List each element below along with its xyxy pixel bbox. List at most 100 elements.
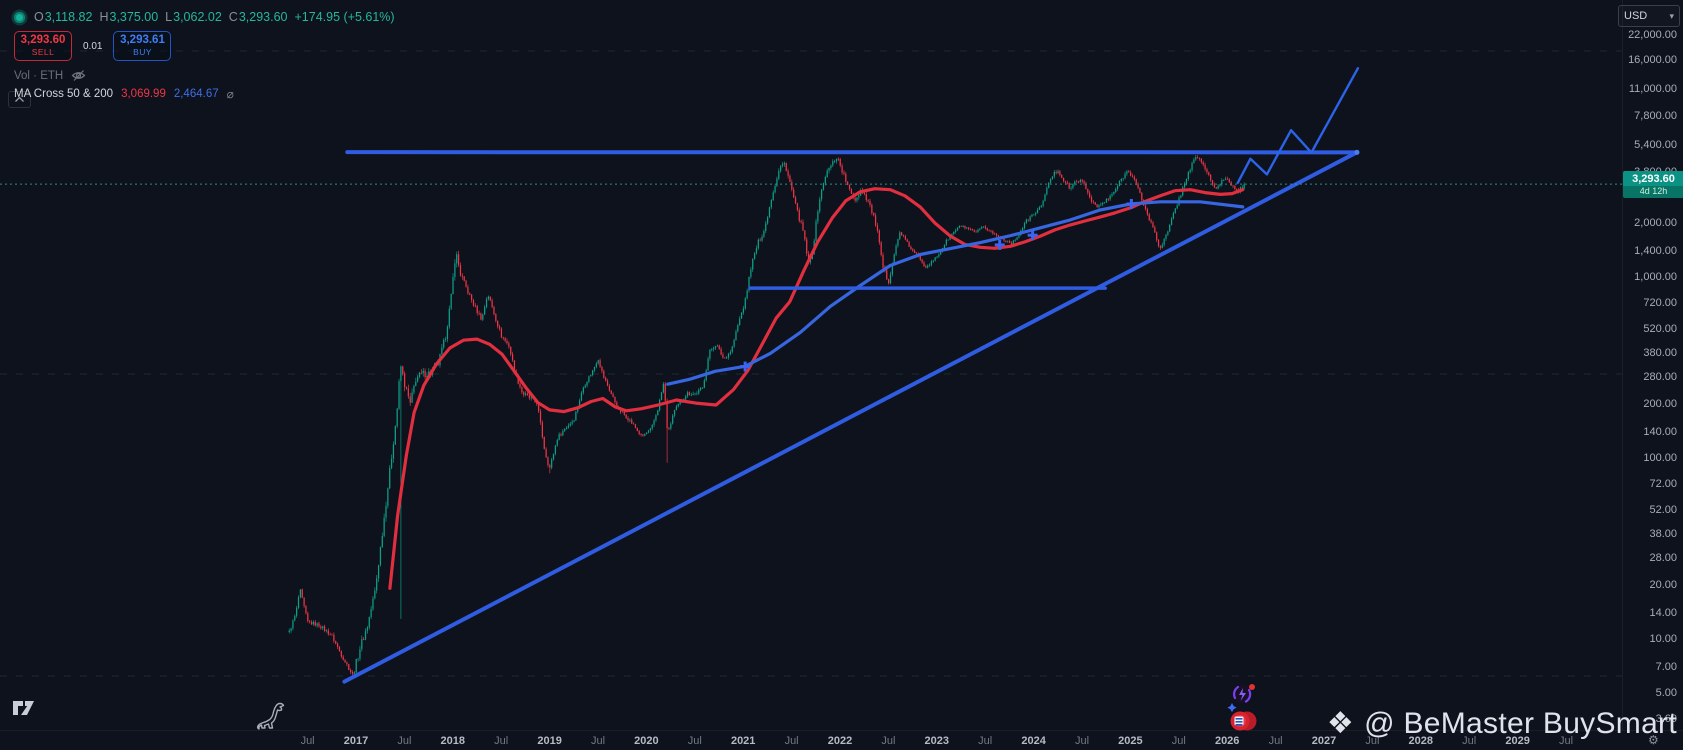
price-axis-label: 38.00 [1649,528,1677,541]
time-axis-month-label: Jul [590,735,606,747]
time-axis-month-label: Jul [784,735,799,747]
price-axis-label: 28.00 [1649,552,1677,565]
ma-fast-value: 3,069.99 [121,87,166,100]
chart-stickers [1226,683,1260,736]
binance-logo-icon: ❖ [1326,707,1355,740]
price-axis-label: 7,800.00 [1634,109,1677,122]
price-axis-label: 22,000.00 [1628,28,1677,41]
time-axis-month-label: Jul [1365,735,1380,747]
price-axis-label: 720.00 [1643,297,1677,310]
sell-label: SELL [31,47,55,57]
volume-indicator-row[interactable]: Vol · ETH [14,68,395,83]
chevron-down-icon: ▾ [1669,10,1674,21]
ohlc-low-label: L [165,10,173,24]
price-axis-label: 11,000.00 [1628,82,1677,95]
chart-legend: O 3,118.82 H 3,375.00 L 3,062.02 C 3,293… [14,8,395,101]
time-axis-year-label: 2026 [1214,735,1240,747]
ohlc-high-value: 3,375.00 [109,10,159,24]
watermark: ❖ @ BeMaster BuySmart [1327,706,1677,741]
time-axis-year-label: 2017 [343,735,369,747]
time-axis-year-label: 2021 [730,735,756,747]
time-axis-year-label: 2022 [827,735,853,747]
watermark-text: @ BeMaster BuySmart [1364,706,1677,740]
time-axis-month-label: Jul [978,735,993,747]
price-axis-label: 140.00 [1643,425,1677,438]
ohlc-change-value: +174.95 (+5.61%) [294,10,395,24]
ohlc-close-label: C [228,10,238,24]
sell-button[interactable]: 3,293.60 SELL [14,31,72,61]
time-axis-month-label: Jul [300,735,315,747]
coins-sticker-icon [1230,711,1257,731]
price-axis-label: 14.00 [1649,606,1677,619]
time-axis-month-label: Jul [1268,735,1283,747]
price-axis-label: 200.00 [1643,397,1677,410]
bar-countdown: 4d 12h [1623,186,1683,199]
time-axis-year-label: 2020 [634,735,659,747]
time-axis-month-label: Jul [1074,735,1090,747]
ma-cross-indicator-row[interactable]: MA Cross 50 & 200 3,069.99 2,464.67 ⌀ [14,86,395,101]
ma-slow-value: 2,464.67 [173,87,219,100]
time-axis-month-label: Jul [397,735,412,747]
price-axis-label: 5,400.00 [1634,138,1677,151]
time-axis-year-label: 2029 [1505,735,1530,747]
price-axis-label: 280.00 [1643,371,1677,384]
ohlc-low-value: 3,062.02 [173,10,222,24]
time-axis-year-label: 2028 [1408,735,1434,747]
current-price-value: 3,293.60 [1623,171,1683,187]
ohlc-close-value: 3,293.60 [238,10,288,24]
price-axis-label: 5.00 [1655,687,1677,700]
price-axis-label: 2,000.00 [1634,216,1677,229]
price-axis-label: 520.00 [1643,322,1677,335]
eye-hidden-icon[interactable] [71,68,86,83]
time-axis-month-label: Jul [1558,735,1574,747]
time-axis-year-label: 2018 [440,735,466,747]
legend-collapse-button[interactable] [8,91,31,108]
dino-icon [256,700,286,739]
ma-cross-label: MA Cross 50 & 200 [14,87,114,100]
price-axis[interactable]: USD ▾ 22,000.00 16,000.00 11,000.00 7,800.0… [1618,0,1683,730]
time-axis[interactable]: Jul 2017 Jul 2018 Jul 2019 Jul 2020 Jul 2021 Jul 20… [0,730,1683,750]
live-status-icon [14,11,25,23]
time-axis-month-label: Jul [1462,735,1477,747]
volume-indicator-label: Vol · ETH [14,69,64,82]
ohlc-open-value: 3,118.82 [44,10,93,24]
price-axis-label: 20.00 [1649,578,1677,591]
time-axis-year-label: 2024 [1021,735,1046,747]
ohlc-open-label: O [34,10,44,24]
price-axis-label: 72.00 [1649,477,1677,490]
price-axis-label: 10.00 [1649,633,1677,646]
price-axis-label: 380.00 [1643,347,1677,360]
ohlc-row: O 3,118.82 H 3,375.00 L 3,062.02 C 3,293… [14,8,395,26]
trade-widget: 3,293.60 SELL 0.01 3,293.61 BUY [14,31,395,61]
current-price-badge: 3,293.60 4d 12h [1623,171,1683,199]
ma-disabled-icon[interactable]: ⌀ [226,86,234,101]
time-axis-month-label: Jul [494,735,509,747]
price-axis-label: 52.00 [1649,503,1677,516]
time-axis-year-label: 2025 [1118,735,1143,747]
price-axis-label: 1,400.00 [1634,244,1677,257]
ohlc-high-label: H [99,10,109,24]
buy-price: 3,293.61 [120,34,165,46]
time-axis-year-label: 2027 [1311,735,1337,747]
currency-selector[interactable]: USD ▾ [1618,5,1680,27]
boost-sticker-icon [1227,684,1255,713]
currency-label: USD [1624,10,1648,22]
price-axis-label: 7.00 [1655,661,1677,674]
time-axis-year-label: 2023 [924,735,950,747]
price-axis-label: 1,000.00 [1634,271,1677,284]
sell-price: 3,293.60 [20,34,66,46]
spread-value: 0.01 [83,40,103,52]
tradingview-logo-icon[interactable] [12,700,39,721]
time-axis-month-label: Jul [687,735,702,747]
time-axis-month-label: Jul [1171,735,1186,747]
price-axis-label: 100.00 [1643,452,1677,465]
price-axis-label: 3.60 [1655,713,1677,726]
buy-button[interactable]: 3,293.61 BUY [113,31,172,61]
price-axis-label: 16,000.00 [1628,53,1677,66]
time-axis-month-label: Jul [881,735,896,747]
time-axis-year-label: 2019 [537,735,562,747]
axis-settings-gear-icon[interactable]: ⚙ [1648,733,1659,747]
buy-label: BUY [133,47,152,57]
